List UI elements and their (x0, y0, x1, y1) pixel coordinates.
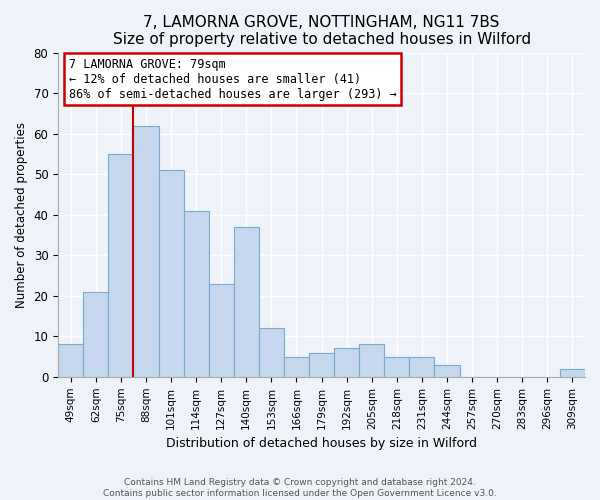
Bar (133, 126, 158, 377)
Bar (359, 344, 384, 377)
Bar (334, 348, 359, 377)
Bar (83, 292, 109, 377)
Bar (158, 170, 184, 377)
Title: 7, LAMORNA GROVE, NOTTINGHAM, NG11 7BS
Size of property relative to detached hou: 7, LAMORNA GROVE, NOTTINGHAM, NG11 7BS S… (113, 15, 530, 48)
Bar (184, 210, 209, 377)
Bar (384, 356, 409, 377)
Y-axis label: Number of detached properties: Number of detached properties (15, 122, 28, 308)
Bar (109, 154, 133, 377)
Bar (309, 352, 334, 377)
Bar (209, 284, 234, 377)
Text: Contains HM Land Registry data © Crown copyright and database right 2024.
Contai: Contains HM Land Registry data © Crown c… (103, 478, 497, 498)
Bar (434, 364, 460, 377)
Bar (409, 356, 434, 377)
Bar (234, 227, 259, 377)
Bar (58, 344, 83, 377)
X-axis label: Distribution of detached houses by size in Wilford: Distribution of detached houses by size … (166, 437, 477, 450)
Bar (284, 356, 309, 377)
Text: 7 LAMORNA GROVE: 79sqm
← 12% of detached houses are smaller (41)
86% of semi-det: 7 LAMORNA GROVE: 79sqm ← 12% of detached… (68, 58, 397, 100)
Bar (259, 328, 284, 377)
Bar (560, 368, 585, 377)
